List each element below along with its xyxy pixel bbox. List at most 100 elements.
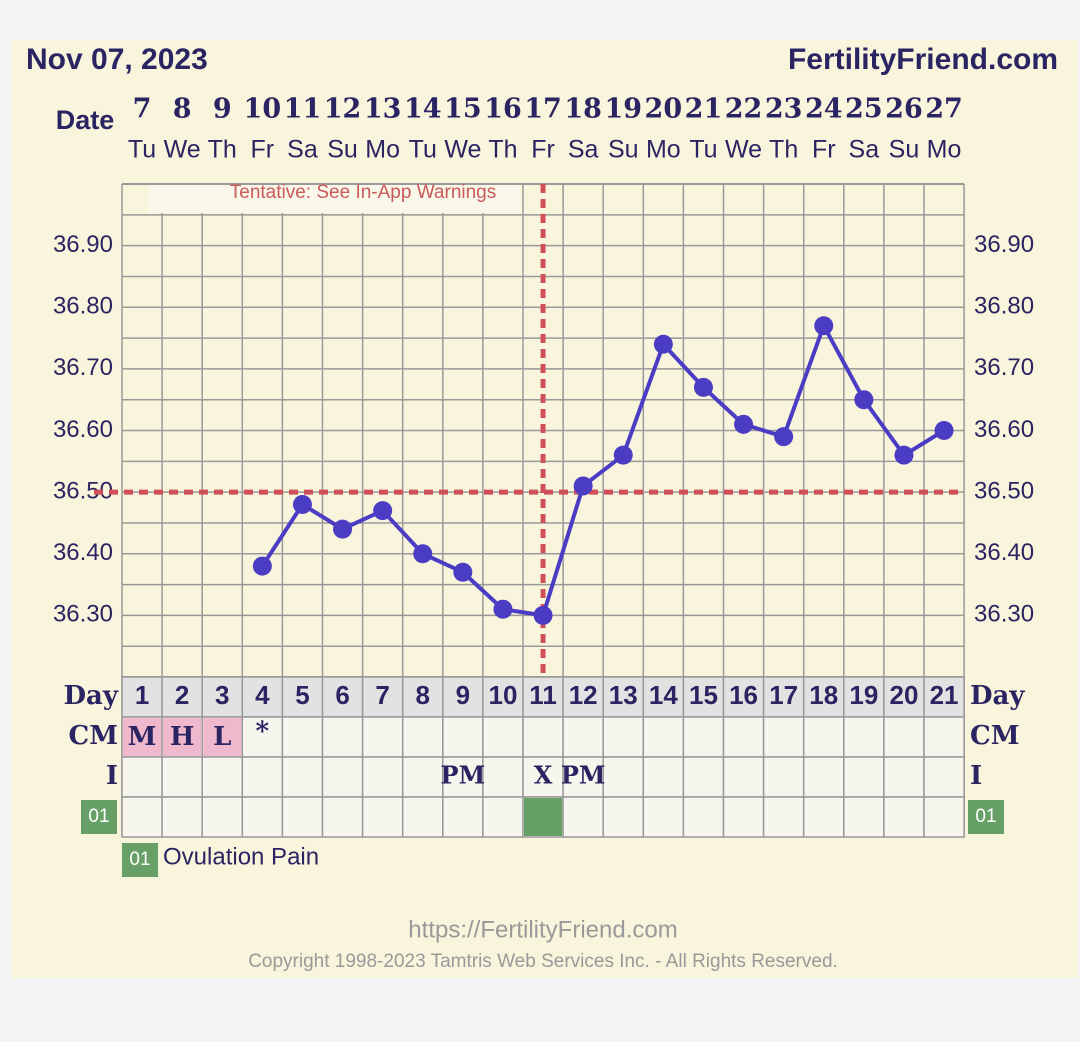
table-cell [843, 756, 885, 798]
weekday: Th [208, 136, 237, 164]
table-cell [161, 676, 203, 718]
cm-cell [163, 718, 202, 756]
table-cell [843, 796, 885, 838]
table-cell [401, 796, 444, 838]
table-cell [201, 676, 244, 718]
table-cell [602, 796, 645, 838]
table-cell [361, 796, 404, 838]
weekday: Fr [531, 136, 555, 164]
intercourse-value: PM [561, 761, 606, 790]
table-cell [642, 796, 685, 838]
x-tick-label: 21 [930, 680, 959, 710]
table-cell [321, 756, 364, 798]
symptom-code: 01 [975, 806, 996, 827]
date-number: 16 [484, 94, 522, 125]
table-cell [482, 796, 524, 838]
temp-point [894, 445, 914, 465]
date-number: 9 [213, 94, 232, 125]
weekday: Fr [251, 136, 275, 164]
temp-point [533, 605, 553, 625]
table-cell [802, 716, 845, 758]
x-tick-label: 5 [295, 680, 309, 710]
table-cell [241, 676, 284, 718]
row-label: Day [970, 681, 1025, 711]
table-cell [562, 756, 604, 798]
x-tick-label: 3 [215, 680, 229, 710]
temp-point [854, 390, 874, 410]
x-tick-label: 10 [488, 680, 517, 710]
date-number: 11 [284, 94, 322, 125]
temp-point [774, 427, 794, 447]
date-number: 7 [133, 94, 152, 125]
table-cell [281, 796, 324, 838]
x-tick-label: 14 [649, 680, 678, 710]
table-cell [883, 716, 925, 758]
date-number: 27 [925, 94, 963, 125]
weekday: Su [608, 136, 639, 164]
symptom-code: 01 [88, 806, 109, 827]
temp-point [573, 476, 593, 496]
header-date: Nov 07, 2023 [26, 43, 208, 76]
temp-point [613, 445, 633, 465]
weekday: Mo [365, 136, 400, 164]
weekday: Th [769, 136, 798, 164]
row-label: I [106, 761, 118, 791]
symptom-cell [524, 798, 563, 836]
weekday: Tu [409, 136, 437, 164]
y2-tick-label: 36.80 [974, 293, 1034, 320]
symptom-code-box [968, 800, 1004, 834]
weekday: Sa [568, 136, 599, 164]
y-tick-label: 36.70 [53, 354, 113, 381]
temp-point [373, 501, 393, 521]
table-cell [642, 676, 685, 718]
intercourse-value: PM [441, 761, 486, 790]
temp-point [734, 414, 754, 434]
table-cell [361, 676, 404, 718]
x-tick-label: 6 [335, 680, 349, 710]
table-cell [522, 716, 564, 758]
table-cell [762, 796, 805, 838]
table-cell [361, 756, 404, 798]
weekday: Tu [689, 136, 717, 164]
symptom-code-box [122, 843, 158, 877]
table-cell [121, 796, 163, 838]
weekday: Sa [849, 136, 880, 164]
table-cell [442, 796, 484, 838]
table-cell [642, 756, 685, 798]
x-tick-label: 2 [175, 680, 189, 710]
table-cell [161, 756, 203, 798]
table-cell [762, 716, 805, 758]
date-number: 15 [444, 94, 482, 125]
y2-tick-label: 36.40 [974, 539, 1034, 566]
table-cell [923, 676, 965, 718]
date-label: Date [56, 105, 115, 135]
date-number: 10 [244, 94, 282, 125]
table-cell [802, 756, 845, 798]
cm-value: M [128, 722, 157, 752]
table-cell [923, 796, 965, 838]
weekday: We [725, 136, 762, 164]
y2-tick-label: 36.90 [974, 231, 1034, 258]
y-tick-label: 36.40 [53, 539, 113, 566]
date-number: 8 [173, 94, 192, 125]
temp-point [653, 334, 673, 354]
table-cell [722, 716, 765, 758]
table-cell [442, 756, 484, 798]
date-number: 22 [725, 94, 763, 125]
footer-copyright: Copyright 1998-2023 Tamtris Web Services… [248, 951, 838, 972]
y2-tick-label: 36.60 [974, 416, 1034, 443]
annotation-box [148, 185, 520, 213]
y2-tick-label: 36.50 [974, 477, 1034, 504]
temp-point [814, 316, 834, 336]
date-number: 21 [685, 94, 723, 125]
weekday: Mo [927, 136, 962, 164]
weekday: Su [327, 136, 358, 164]
weekday: Su [889, 136, 920, 164]
symptom-code-box [81, 800, 117, 834]
temp-point [252, 556, 272, 576]
x-tick-label: 4 [255, 680, 270, 710]
table-cell [802, 676, 845, 718]
date-number: 25 [845, 94, 883, 125]
table-cell [602, 676, 645, 718]
